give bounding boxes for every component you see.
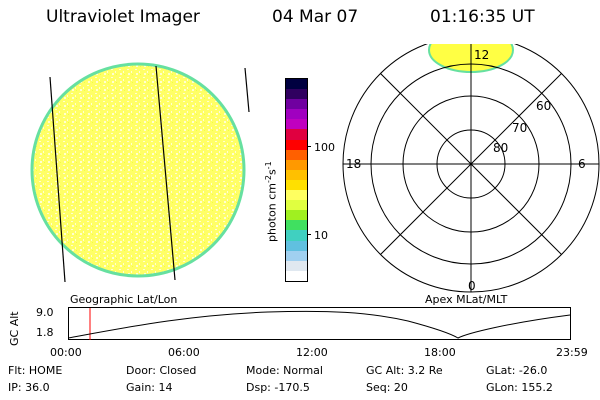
strip-frame — [68, 307, 571, 340]
app-title: Ultraviolet Imager — [46, 7, 200, 27]
strip-xtick: 12:00 — [296, 346, 328, 359]
colorbar-segment — [286, 129, 307, 140]
altitude-curve — [68, 310, 571, 339]
colorbar-segment — [286, 79, 307, 90]
colorbar-tick-mark — [307, 146, 311, 147]
orbit-strip — [68, 307, 571, 340]
time-label: 01:16:35 UT — [430, 7, 535, 27]
strip-xtick: 23:59 — [556, 346, 588, 359]
colorbar-tick-low: 10 — [314, 229, 328, 242]
status-seq: Seq: 20 — [366, 381, 408, 394]
strip-xtick: 18:00 — [424, 346, 456, 359]
meridian-line — [49, 76, 66, 283]
polar-diagonal — [380, 73, 562, 255]
status-mode: Mode: Normal — [246, 364, 323, 377]
colorbar-segment — [286, 270, 307, 281]
polar-label-18: 18 — [346, 157, 361, 171]
colorbar-segment — [286, 149, 307, 160]
colorbar-segment — [286, 260, 307, 271]
strip-ytick-top: 9.0 — [36, 306, 54, 319]
colorbar-segment — [286, 220, 307, 231]
polar-label-6: 6 — [578, 157, 586, 171]
colorbar-segment — [286, 250, 307, 261]
colorbar-segment — [286, 240, 307, 251]
meridian-line — [244, 67, 250, 113]
status-dsp: Dsp: -170.5 — [246, 381, 310, 394]
colorbar-label: photon cm-2s-1 — [264, 161, 279, 242]
strip-right-label: Apex MLat/MLT — [425, 293, 508, 306]
strip-ylabel: GC Alt — [8, 311, 21, 346]
colorbar-segment — [286, 109, 307, 120]
polar-label-12: 12 — [474, 48, 489, 62]
strip-xtick: 00:00 — [50, 346, 82, 359]
colorbar-segment — [286, 159, 307, 170]
status-glat: GLat: -26.0 — [486, 364, 548, 377]
colorbar-segment — [286, 190, 307, 201]
uv-image-panel — [30, 62, 250, 283]
strip-ytick-bottom: 1.8 — [36, 326, 54, 339]
status-flight: Flt: HOME — [8, 364, 63, 377]
colorbar-segment — [286, 200, 307, 211]
colorbar-segment — [286, 89, 307, 100]
colorbar-segment — [286, 169, 307, 180]
status-gain: Gain: 14 — [126, 381, 173, 394]
polar-ring-label-80: 80 — [493, 141, 508, 155]
colorbar-tick-mark — [307, 234, 311, 235]
colorbar-segment — [286, 179, 307, 191]
polar-plot: 12 0 18 6 60 70 80 — [342, 44, 600, 293]
status-gc-alt: GC Alt: 3.2 Re — [366, 364, 443, 377]
colorbar-tick-high: 100 — [314, 141, 335, 154]
strip-left-label: Geographic Lat/Lon — [70, 293, 178, 306]
earth-disk — [30, 62, 246, 278]
colorbar-segment — [286, 230, 307, 241]
colorbar-segment — [286, 210, 307, 221]
status-ip: IP: 36.0 — [8, 381, 50, 394]
colorbar-segment — [286, 139, 307, 150]
meridian-line — [155, 65, 176, 281]
polar-ring-label-70: 70 — [512, 121, 527, 135]
colorbar-segment — [286, 99, 307, 110]
status-glon: GLon: 155.2 — [486, 381, 553, 394]
colorbar — [285, 78, 308, 282]
colorbar-segment — [286, 119, 307, 130]
polar-label-0: 0 — [468, 279, 476, 293]
polar-ring-label-60: 60 — [536, 99, 551, 113]
status-door: Door: Closed — [126, 364, 197, 377]
strip-xtick: 06:00 — [168, 346, 200, 359]
date-label: 04 Mar 07 — [272, 7, 359, 27]
